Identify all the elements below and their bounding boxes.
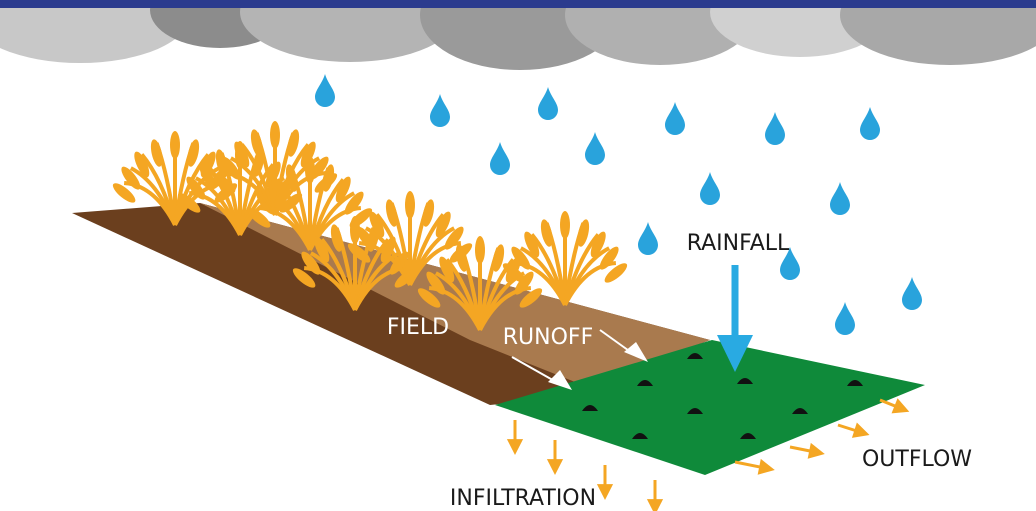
wheat-head [405, 191, 415, 219]
top-bar [0, 0, 1036, 8]
wheat-head [170, 131, 180, 159]
label-field: FIELD [387, 315, 449, 340]
wheat-head [560, 211, 570, 239]
diagram: RAINFALL FIELD RUNOFF OUTFLOW INFILTRATI… [0, 0, 1036, 511]
label-outflow: OUTFLOW [862, 447, 972, 472]
label-rainfall: RAINFALL [687, 231, 790, 256]
wheat-head [270, 121, 280, 149]
label-runoff: RUNOFF [503, 325, 593, 350]
label-infiltration: INFILTRATION [450, 486, 596, 511]
wheat-head [475, 236, 485, 264]
